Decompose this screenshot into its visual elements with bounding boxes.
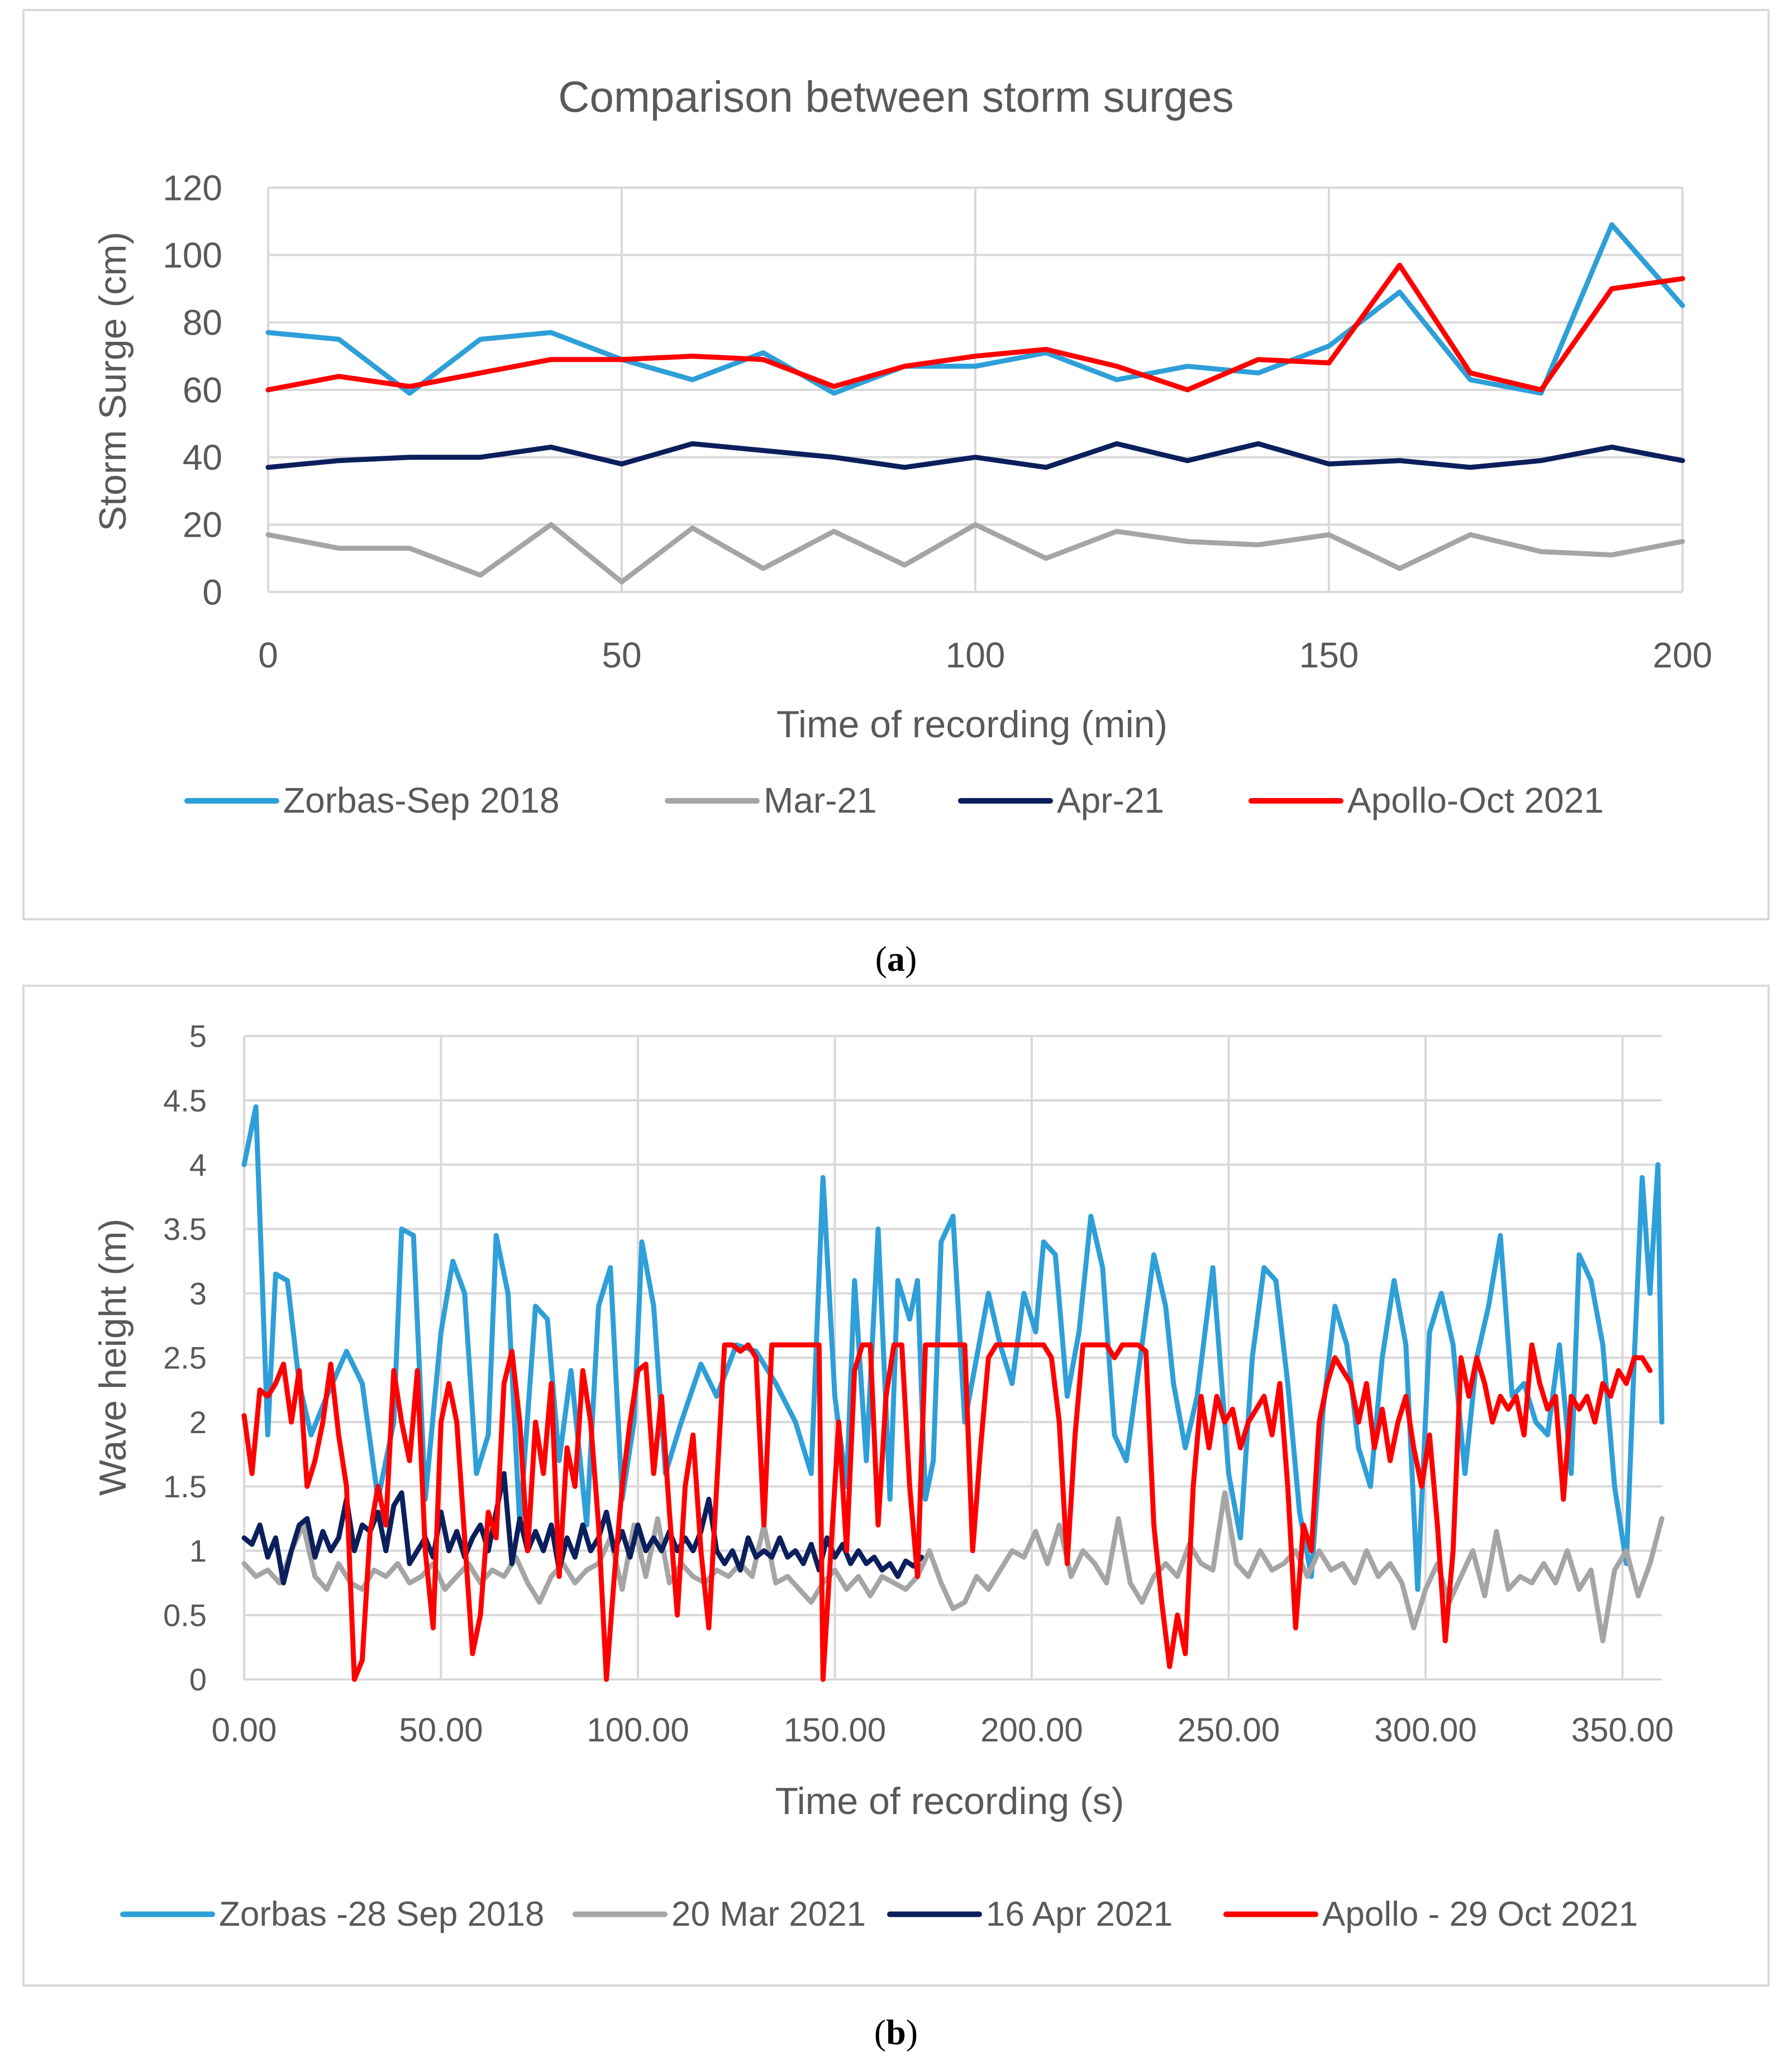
y-tick-label: 40 xyxy=(183,437,222,478)
series-line-apr-21 xyxy=(265,441,1685,470)
x-tick-label: 350.00 xyxy=(1571,1711,1674,1749)
y-tick-label: 4 xyxy=(189,1147,207,1182)
y-tick-label: 3.5 xyxy=(163,1211,207,1247)
chart-a-y-axis-label: Storm Surge (cm) xyxy=(92,232,134,532)
chart-a-legend: Zorbas-Sep 2018 Mar-21 Apr-21 Apollo-Oct 20… xyxy=(184,780,1604,820)
chart-a-y-ticks: 0 20 40 60 80 100 120 xyxy=(163,168,222,612)
legend-label: 20 Mar 2021 xyxy=(671,1895,866,1934)
chart-a-series xyxy=(265,222,1685,585)
chart-b-y-ticks: 0 0.5 1 1.5 2 2.5 3 3.5 4 4.5 5 xyxy=(163,1019,207,1697)
y-tick-label: 2.5 xyxy=(163,1340,207,1376)
y-tick-label: 1 xyxy=(189,1533,207,1568)
x-tick-label: 0.00 xyxy=(212,1711,277,1749)
chart-a-x-axis-label: Time of recording (min) xyxy=(776,703,1167,746)
series-line-zorbas-28-sep-2018 xyxy=(241,1104,1665,1592)
chart-b-series xyxy=(241,1104,1665,1682)
series-line-zorbas-sep-2018 xyxy=(265,222,1685,396)
y-tick-label: 0 xyxy=(189,1662,207,1697)
series-line-16-apr-2021 xyxy=(241,1471,924,1586)
y-tick-label: 2 xyxy=(189,1405,207,1440)
x-tick-label: 250.00 xyxy=(1178,1711,1280,1749)
x-tick-label: 100 xyxy=(946,635,1005,675)
series-line-apollo-29-oct-2021 xyxy=(241,1342,1653,1682)
x-tick-label: 50.00 xyxy=(399,1711,483,1749)
x-tick-label: 150.00 xyxy=(784,1711,887,1749)
chart-b-y-axis-label: Wave height (m) xyxy=(92,1219,134,1496)
x-tick-label: 200 xyxy=(1653,635,1713,675)
series-line-mar-21 xyxy=(265,522,1685,585)
y-tick-label: 1.5 xyxy=(163,1469,207,1504)
y-tick-label: 100 xyxy=(163,235,222,275)
x-tick-label: 100.00 xyxy=(587,1711,689,1749)
panel-b-caption: (b) xyxy=(874,2012,918,2052)
y-tick-label: 0 xyxy=(202,572,222,612)
chart-b-x-axis-label: Time of recording (s) xyxy=(775,1780,1124,1822)
chart-a-title: Comparison between storm surges xyxy=(558,72,1234,121)
x-tick-label: 300.00 xyxy=(1374,1711,1477,1749)
chart-b-x-ticks: 0.00 50.00 100.00 150.00 200.00 250.00 300.00 3… xyxy=(212,1711,1674,1749)
x-tick-label: 50 xyxy=(602,635,641,675)
legend-label: 16 Apr 2021 xyxy=(986,1895,1173,1934)
y-tick-label: 0.5 xyxy=(163,1597,207,1633)
panel-a-caption: (a) xyxy=(875,939,917,979)
legend-label: Mar-21 xyxy=(764,780,877,820)
chart-a-x-ticks: 0 50 100 150 200 xyxy=(258,635,1712,675)
x-tick-label: 200.00 xyxy=(980,1711,1083,1749)
legend-label: Zorbas -28 Sep 2018 xyxy=(219,1895,545,1934)
y-tick-label: 120 xyxy=(163,168,222,208)
legend-label: Zorbas-Sep 2018 xyxy=(283,780,560,820)
y-tick-label: 60 xyxy=(183,370,222,410)
y-tick-label: 3 xyxy=(189,1276,207,1311)
chart-a-gridlines xyxy=(267,187,1684,593)
chart-b-legend: Zorbas -28 Sep 2018 20 Mar 2021 16 Apr 202… xyxy=(120,1895,1638,1934)
x-tick-label: 150 xyxy=(1299,635,1359,675)
legend-label: Apollo - 29 Oct 2021 xyxy=(1322,1895,1638,1934)
x-tick-label: 0 xyxy=(258,635,278,675)
y-tick-label: 5 xyxy=(189,1019,207,1054)
y-tick-label: 20 xyxy=(183,505,222,545)
legend-label: Apollo-Oct 2021 xyxy=(1347,780,1604,820)
legend-label: Apr-21 xyxy=(1057,780,1164,820)
y-tick-label: 4.5 xyxy=(163,1083,207,1118)
y-tick-label: 80 xyxy=(183,303,222,343)
series-line-apollo-oct-2021 xyxy=(265,262,1685,393)
